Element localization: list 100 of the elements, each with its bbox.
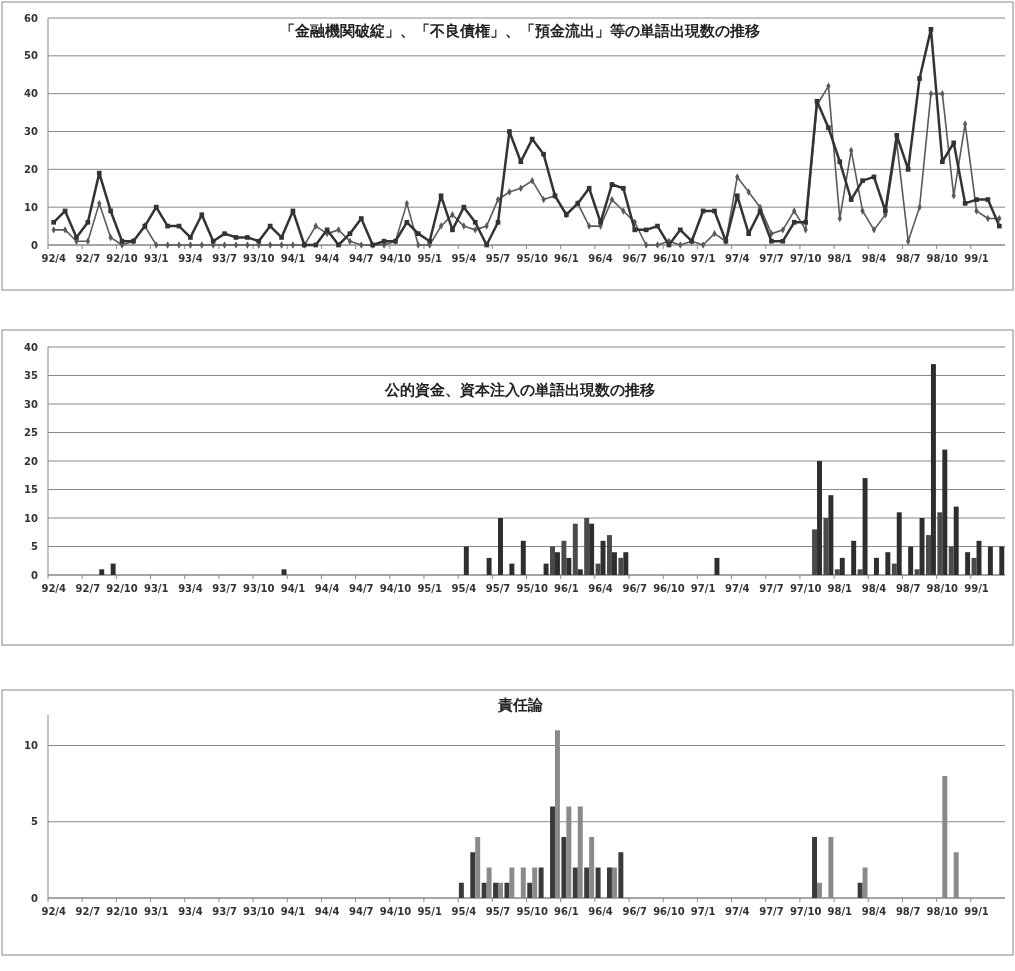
x-tick-label: 94/4 bbox=[314, 583, 340, 594]
y-tick-label: 15 bbox=[24, 484, 39, 495]
x-tick-label: 92/4 bbox=[41, 583, 66, 594]
x-tick-label: 94/4 bbox=[314, 253, 340, 264]
x-tick-label: 95/7 bbox=[485, 583, 511, 594]
bar bbox=[714, 557, 720, 575]
bar bbox=[914, 569, 920, 575]
bar bbox=[577, 569, 583, 575]
bar bbox=[595, 867, 601, 898]
x-tick-label: 92/7 bbox=[75, 906, 101, 917]
x-tick-label: 98/10 bbox=[926, 583, 959, 594]
bar bbox=[538, 867, 544, 898]
bar bbox=[834, 569, 840, 575]
bar bbox=[618, 852, 624, 898]
x-tick-label: 98/4 bbox=[861, 253, 887, 264]
x-tick-label: 92/10 bbox=[106, 906, 138, 917]
x-tick-label: 97/4 bbox=[725, 906, 750, 917]
bar bbox=[937, 512, 943, 575]
bar bbox=[470, 852, 476, 898]
x-tick-label: 93/7 bbox=[212, 906, 237, 917]
bar bbox=[572, 867, 578, 898]
y-tick-label: 50 bbox=[24, 50, 39, 62]
y-tick-label: 40 bbox=[24, 341, 39, 353]
x-tick-label: 98/1 bbox=[827, 906, 853, 917]
bar bbox=[857, 882, 863, 898]
y-tick-label: 0 bbox=[31, 569, 39, 581]
x-tick-label: 96/1 bbox=[554, 253, 579, 264]
bar bbox=[504, 882, 510, 898]
y-tick-label: 40 bbox=[24, 88, 39, 100]
x-tick-label: 98/7 bbox=[895, 253, 921, 264]
x-tick-label: 92/7 bbox=[75, 583, 101, 594]
bar bbox=[953, 506, 959, 575]
x-tick-label: 98/7 bbox=[895, 906, 921, 917]
x-tick-label: 96/1 bbox=[554, 583, 579, 594]
x-tick-label: 99/1 bbox=[964, 253, 989, 264]
x-tick-label: 98/10 bbox=[926, 906, 959, 917]
x-tick-label: 97/1 bbox=[690, 906, 716, 917]
x-tick-label: 97/7 bbox=[759, 906, 784, 917]
bar bbox=[486, 557, 492, 575]
bar bbox=[896, 512, 902, 575]
x-tick-label: 97/4 bbox=[725, 253, 750, 264]
bar bbox=[561, 837, 567, 898]
x-tick-label: 95/4 bbox=[451, 253, 477, 264]
bar bbox=[817, 461, 822, 575]
x-tick-label: 97/7 bbox=[759, 583, 784, 594]
chart-title: 責任論 bbox=[496, 696, 544, 715]
x-tick-label: 93/7 bbox=[212, 583, 237, 594]
x-tick-label: 97/10 bbox=[789, 583, 822, 594]
chart-title: 「金融機関破綻」、「不良債権」、「預金流出」等の単語出現数の推移 bbox=[280, 22, 760, 41]
bar bbox=[520, 540, 526, 575]
bar bbox=[873, 557, 879, 575]
x-tick-label: 95/1 bbox=[417, 906, 442, 917]
bar bbox=[550, 546, 555, 575]
y-tick-label: 35 bbox=[24, 370, 39, 381]
bar bbox=[925, 535, 931, 575]
bar bbox=[611, 552, 617, 575]
x-tick-label: 92/4 bbox=[41, 253, 66, 264]
bar bbox=[839, 557, 845, 575]
x-tick-label: 93/10 bbox=[243, 253, 275, 264]
bar bbox=[851, 540, 857, 575]
bar bbox=[862, 478, 868, 575]
x-tick-label: 97/10 bbox=[789, 906, 822, 917]
y-tick-label: 60 bbox=[24, 12, 39, 24]
x-tick-label: 96/7 bbox=[622, 253, 648, 264]
bar bbox=[99, 569, 105, 575]
bar bbox=[566, 557, 572, 575]
x-tick-label: 99/1 bbox=[964, 583, 989, 594]
bar bbox=[550, 806, 555, 898]
x-tick-label: 93/1 bbox=[143, 253, 169, 264]
bar bbox=[812, 837, 818, 898]
bar bbox=[891, 563, 897, 575]
bar bbox=[589, 523, 595, 575]
x-tick-label: 94/7 bbox=[349, 583, 374, 594]
bar bbox=[971, 557, 977, 575]
x-tick-label: 96/4 bbox=[588, 906, 613, 917]
bar bbox=[885, 552, 891, 575]
x-tick-label: 94/7 bbox=[349, 906, 374, 917]
x-tick-label: 96/10 bbox=[653, 253, 685, 264]
y-tick-label: 0 bbox=[31, 892, 39, 904]
text: 公的資金、資本注入の単語出現数の推移 bbox=[384, 381, 655, 400]
x-tick-label: 92/10 bbox=[106, 253, 138, 264]
x-tick-label: 98/4 bbox=[861, 583, 887, 594]
x-tick-label: 96/1 bbox=[554, 906, 579, 917]
x-tick-label: 98/7 bbox=[895, 583, 921, 594]
bar bbox=[823, 518, 829, 575]
bar bbox=[543, 563, 549, 575]
x-tick-label: 96/4 bbox=[588, 583, 613, 594]
bar bbox=[987, 546, 993, 575]
bar bbox=[463, 546, 469, 575]
x-tick-label: 93/4 bbox=[178, 583, 203, 594]
x-tick-label: 94/4 bbox=[314, 906, 340, 917]
x-tick-label: 95/1 bbox=[417, 583, 442, 594]
x-tick-label: 94/10 bbox=[379, 906, 412, 917]
y-tick-label: 30 bbox=[24, 398, 39, 410]
bar bbox=[965, 552, 971, 575]
x-tick-label: 98/1 bbox=[827, 253, 853, 264]
bar bbox=[527, 882, 533, 898]
y-tick-label: 20 bbox=[24, 455, 39, 467]
bar bbox=[606, 535, 612, 575]
y-tick-label: 5 bbox=[31, 816, 39, 828]
